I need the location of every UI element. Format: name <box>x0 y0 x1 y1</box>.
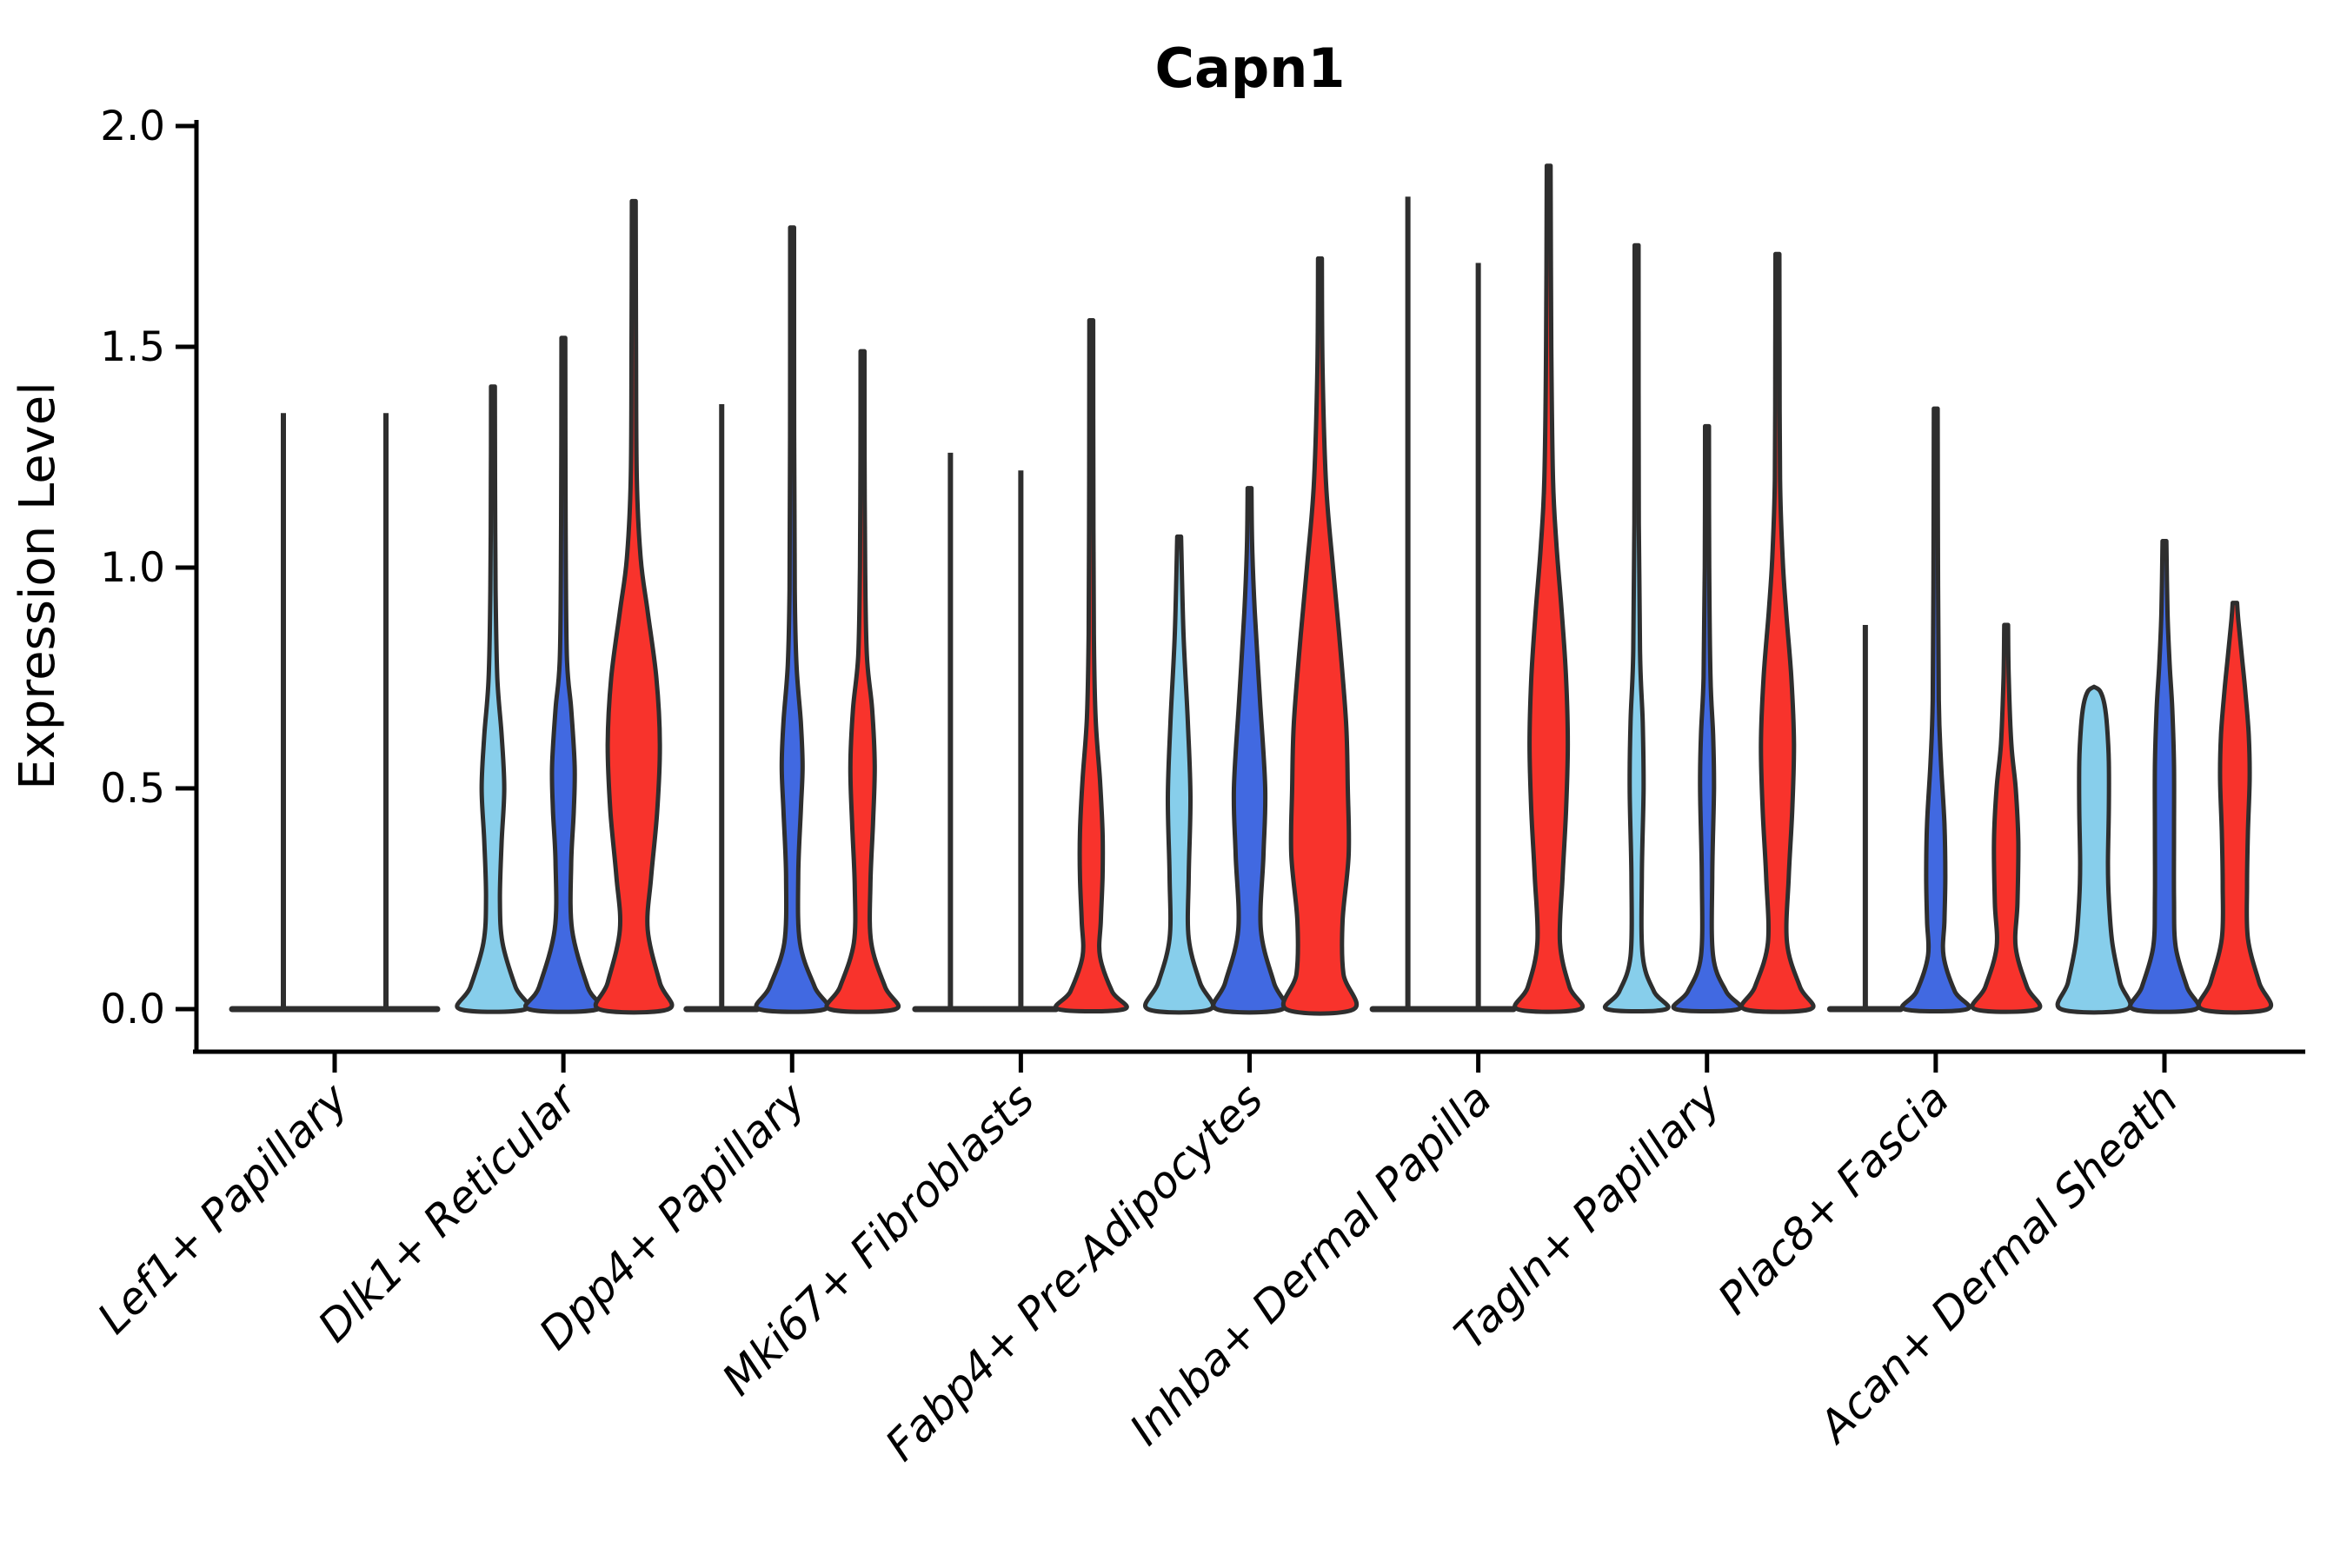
violin-body <box>1603 243 1671 1014</box>
violin-body <box>593 198 675 1015</box>
violin-cat3-s3 <box>824 349 901 1014</box>
violin-body <box>1513 163 1585 1014</box>
violin-body <box>2055 684 2133 1015</box>
violin-cat6-s2 <box>1439 262 1517 1013</box>
violin-cat5-s3 <box>1280 256 1360 1016</box>
y-tick-label-1.0: 1.0 <box>100 544 165 592</box>
violin-body <box>1899 406 1971 1014</box>
violin-body <box>523 336 604 1014</box>
violin-cat8-s1 <box>1826 625 1904 1013</box>
violin-cat8-s3 <box>1970 622 2043 1014</box>
x-tick-label-1: Lef1+ Papillary <box>88 1073 358 1343</box>
violin-body <box>1211 486 1288 1015</box>
violin-cat2-s3 <box>593 198 675 1015</box>
violin-cat3-s1 <box>683 404 761 1013</box>
y-tick-label-0.0: 0.0 <box>100 986 165 1033</box>
violin-cat6-s3 <box>1513 163 1585 1014</box>
y-ticks: 0.0 0.5 1.0 1.5 2.0 <box>100 103 196 1033</box>
violin-cat9-s2 <box>2128 539 2201 1014</box>
x-tick-label-9: Acan+ Dermal Sheath <box>1808 1073 2188 1453</box>
violin-body <box>2196 601 2274 1015</box>
violin-cat7-s2 <box>1671 423 1743 1014</box>
violin-cat9-s1 <box>2055 684 2133 1015</box>
violin-cat2-s2 <box>523 336 604 1014</box>
chart-title: Capn1 <box>1155 37 1346 100</box>
violin-cat1-s1 <box>229 413 338 1013</box>
violin-cat4-s1 <box>912 452 989 1013</box>
y-tick-label-1.5: 1.5 <box>100 323 165 371</box>
x-tick-label-5: Fabp4+ Pre-Adipocytes <box>875 1073 1273 1471</box>
violin-cat7-s3 <box>1739 251 1816 1014</box>
violin-body <box>824 349 901 1014</box>
violin-cat2-s1 <box>455 384 531 1014</box>
violin-body <box>1739 251 1816 1014</box>
x-tick-label-6: Inhba+ Dermal Papilla <box>1120 1073 1501 1454</box>
violin-cat6-s1 <box>1369 196 1446 1013</box>
y-tick-label-0.5: 0.5 <box>100 765 165 813</box>
violin-body <box>1280 256 1360 1016</box>
violin-body <box>1970 622 2043 1014</box>
violin-cat5-s1 <box>1143 534 1215 1015</box>
violin-body <box>455 384 531 1014</box>
violin-body <box>2128 539 2201 1014</box>
violin-cat7-s1 <box>1603 243 1671 1014</box>
y-axis-label: Expression Level <box>10 382 66 790</box>
violin-cat4-s3 <box>1054 318 1129 1014</box>
y-tick-label-2.0: 2.0 <box>100 103 165 150</box>
violin-layer <box>229 163 2274 1016</box>
violin-cat4-s2 <box>982 470 1060 1013</box>
violin-body <box>1671 423 1743 1014</box>
violin-cat8-s2 <box>1899 406 1971 1014</box>
violin-cat9-s3 <box>2196 601 2274 1015</box>
violin-body <box>754 225 831 1014</box>
violin-cat1-s2 <box>331 413 441 1013</box>
violin-body <box>1143 534 1215 1015</box>
x-tick-label-8: Plac8+ Fascia <box>1708 1073 1958 1324</box>
violin-body <box>1054 318 1129 1014</box>
violin-cat3-s2 <box>754 225 831 1014</box>
violin-cat5-s2 <box>1211 486 1288 1015</box>
